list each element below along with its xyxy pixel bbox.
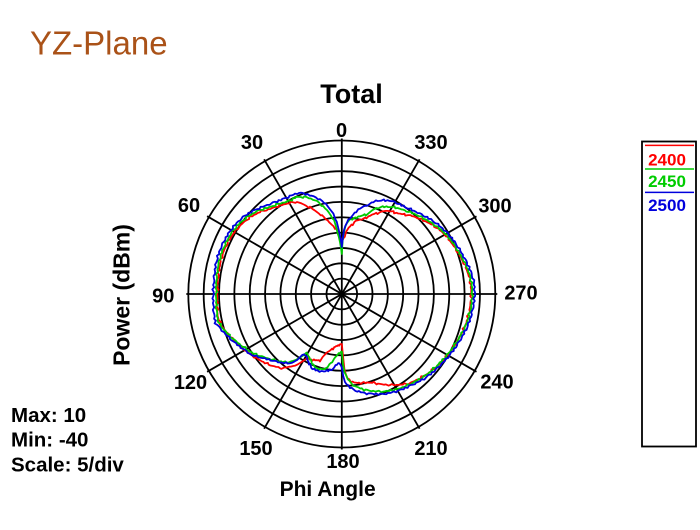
svg-text:30: 30 xyxy=(241,132,263,154)
svg-text:Phi Angle: Phi Angle xyxy=(280,478,376,501)
svg-text:Max: 10: Max: 10 xyxy=(11,404,86,427)
svg-text:60: 60 xyxy=(178,195,200,217)
svg-text:120: 120 xyxy=(174,372,207,394)
svg-text:300: 300 xyxy=(478,196,511,218)
svg-text:0: 0 xyxy=(336,120,347,142)
svg-text:YZ-Plane: YZ-Plane xyxy=(30,25,168,62)
svg-text:Power (dBm): Power (dBm) xyxy=(109,224,135,366)
svg-text:210: 210 xyxy=(414,438,447,460)
svg-text:180: 180 xyxy=(326,451,359,473)
svg-text:270: 270 xyxy=(504,283,537,305)
svg-text:90: 90 xyxy=(152,286,174,308)
svg-text:240: 240 xyxy=(480,372,513,394)
svg-text:2450: 2450 xyxy=(648,172,686,191)
svg-text:Min: -40: Min: -40 xyxy=(11,429,88,452)
svg-text:Total: Total xyxy=(320,79,383,109)
svg-text:2400: 2400 xyxy=(648,150,686,169)
svg-text:150: 150 xyxy=(239,438,272,460)
svg-text:2500: 2500 xyxy=(648,196,686,215)
svg-text:330: 330 xyxy=(414,132,447,154)
svg-text:Scale: 5/div: Scale: 5/div xyxy=(11,454,124,477)
